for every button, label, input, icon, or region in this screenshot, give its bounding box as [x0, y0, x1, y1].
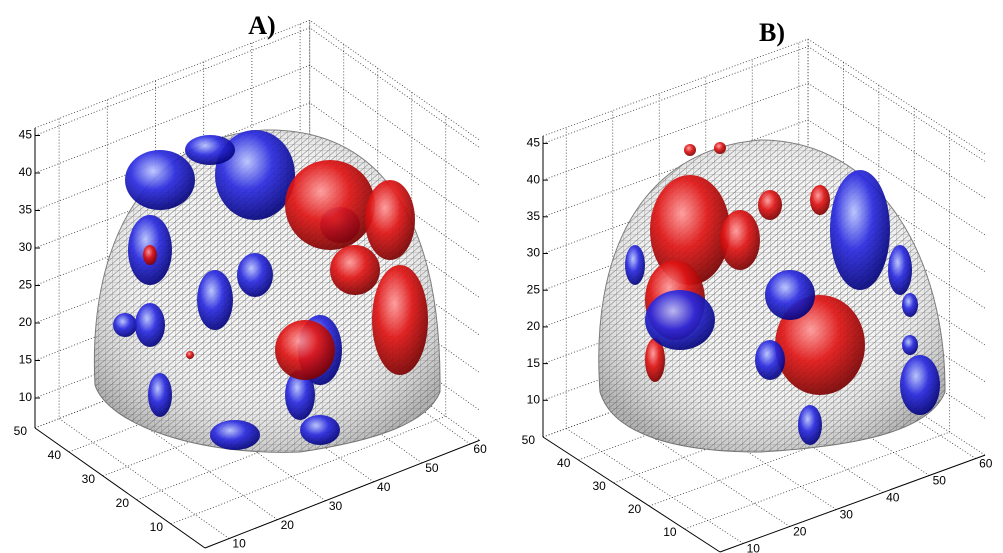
grid-line — [34, 27, 480, 149]
activation-blob — [372, 265, 428, 375]
activation-blob — [900, 355, 940, 415]
activation-blob — [902, 293, 918, 317]
y-tick-label: 20 — [628, 502, 642, 516]
x-tick-label: 40 — [886, 491, 900, 505]
panel-title: B) — [759, 18, 785, 47]
activation-blob — [758, 190, 782, 220]
grid-line — [58, 118, 230, 539]
activation-blob — [148, 373, 172, 417]
grid-line — [102, 68, 379, 477]
z-tick-label: 40 — [527, 172, 541, 186]
z-tick-label: 35 — [527, 209, 541, 223]
x-axis — [719, 454, 986, 553]
activation-blob — [902, 335, 918, 355]
activation-blob — [888, 245, 912, 295]
activation-blob — [798, 405, 822, 445]
activation-blob — [765, 270, 815, 320]
y-tick-label: 30 — [82, 472, 96, 486]
z-tick-label: 10 — [19, 390, 33, 404]
grid-line — [68, 44, 345, 453]
z-tick-label: 15 — [19, 353, 33, 367]
z-tick-label: 10 — [527, 392, 541, 406]
grid-line — [542, 82, 986, 199]
activation-blob — [300, 415, 340, 445]
x-tick-label: 20 — [281, 518, 295, 532]
z-tick-label: 15 — [527, 356, 541, 370]
z-tick-label: 45 — [19, 128, 33, 142]
z-tick-label: 20 — [527, 319, 541, 333]
activation-blob — [285, 370, 315, 420]
activation-blob — [125, 150, 195, 210]
box-edge — [542, 38, 986, 155]
activation-blob — [197, 270, 233, 330]
z-tick-label: 40 — [19, 165, 33, 179]
y-tick-label: 30 — [592, 479, 606, 493]
y-tick-label: 10 — [663, 525, 677, 539]
x-axis — [204, 439, 480, 549]
activation-blob — [135, 303, 165, 347]
grid-line — [170, 116, 447, 525]
activation-blob — [645, 338, 665, 382]
panel-title: A) — [248, 11, 275, 40]
z-tick-label: 20 — [19, 315, 33, 329]
activation-blob — [186, 351, 194, 359]
z-tick-label: 25 — [527, 282, 541, 296]
activation-blob — [684, 144, 696, 156]
activation-blob — [143, 245, 157, 265]
activation-blob — [237, 253, 273, 297]
y-tick-label: 20 — [116, 496, 130, 510]
activation-blob — [775, 295, 865, 395]
x-tick-label: 60 — [473, 442, 487, 456]
activation-blob — [113, 313, 137, 337]
y-tick-label: 40 — [557, 456, 571, 470]
grid-line — [34, 20, 311, 429]
x-tick-label: 30 — [840, 508, 854, 522]
grid-line — [684, 131, 951, 530]
x-tick-label: 50 — [933, 474, 947, 488]
activation-blob — [755, 340, 785, 380]
grid-line — [798, 42, 976, 459]
grid-line — [542, 46, 986, 162]
activation-blob — [645, 290, 715, 350]
grid-line — [565, 127, 744, 544]
grid-line — [612, 110, 790, 527]
activation-blob — [810, 185, 830, 215]
z-tick-label: 30 — [19, 240, 33, 254]
x-tick-label: 30 — [329, 499, 343, 513]
y-tick-label: 50 — [14, 424, 28, 438]
x-tick-label: 10 — [747, 542, 761, 553]
z-tick-label: 25 — [19, 278, 33, 292]
y-tick-label: 10 — [150, 520, 164, 534]
activation-blob — [275, 320, 335, 380]
x-tick-label: 10 — [232, 537, 246, 551]
x-tick-label: 60 — [979, 457, 993, 471]
grid-line — [542, 119, 986, 236]
grid-line — [136, 92, 413, 501]
activation-blob — [830, 170, 890, 290]
y-tick-label: 40 — [48, 448, 62, 462]
activation-blob — [365, 180, 415, 260]
x-tick-label: 40 — [377, 480, 391, 494]
activation-blob — [210, 420, 260, 450]
activation-blob — [625, 245, 645, 285]
y-tick-label: 50 — [522, 433, 536, 447]
z-tick-label: 35 — [19, 203, 33, 217]
x-tick-label: 20 — [793, 525, 807, 539]
y-axis — [34, 427, 206, 549]
activation-blob — [285, 160, 375, 250]
activation-blob — [215, 130, 295, 220]
activation-blob — [330, 245, 380, 295]
x-tick-label: 50 — [425, 461, 439, 475]
activation-blob — [714, 142, 726, 154]
grid-line — [106, 99, 278, 520]
y-axis — [542, 436, 721, 553]
activation-blob — [650, 175, 730, 285]
z-tick-label: 45 — [527, 136, 541, 150]
activation-blob — [185, 135, 235, 165]
z-tick-label: 30 — [527, 246, 541, 260]
activation-blob — [720, 210, 760, 270]
